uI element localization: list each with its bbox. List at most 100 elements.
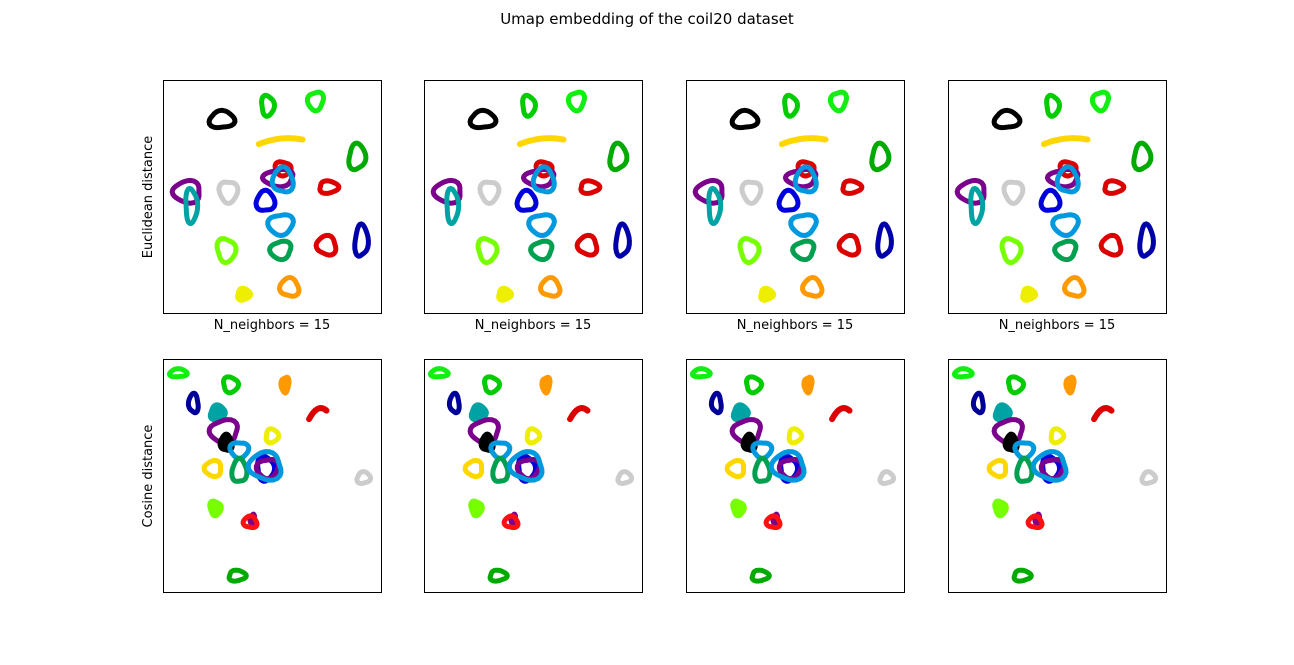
cluster-point-group — [1006, 374, 1027, 396]
x-axis-label: N_neighbors = 15 — [737, 318, 854, 333]
cluster-point-group — [1052, 238, 1079, 263]
cluster-point-group — [776, 187, 801, 213]
cluster-point-group — [992, 498, 1009, 519]
panel-grid: N_neighbors = 15 N_neighbors = 15 N_neighb… — [163, 80, 1167, 593]
cluster-point-group — [255, 135, 306, 148]
cluster-point-group — [514, 187, 539, 213]
cluster-point-group — [317, 178, 342, 196]
cluster-point-group — [951, 366, 975, 380]
cluster-point-group — [1062, 275, 1087, 299]
panel-r1-c1: N_neighbors = 15 — [163, 80, 382, 333]
cluster-point-group — [1048, 426, 1067, 446]
cluster-point-group — [221, 374, 242, 396]
cluster-point-group — [528, 238, 555, 263]
cluster-point-group — [206, 107, 238, 131]
cluster-point-group — [1063, 374, 1077, 396]
cluster-point-group — [235, 285, 254, 303]
cluster-point-group — [214, 236, 239, 266]
row-label-euclidean: Euclidean distance — [141, 136, 156, 259]
panel-r1-c3: N_neighbors = 15 — [686, 80, 905, 333]
cluster-point-group — [1139, 469, 1159, 486]
cluster-point-group — [840, 178, 865, 196]
cluster-point-group — [968, 185, 986, 226]
cluster-point-group — [800, 275, 825, 299]
cluster-point-group — [877, 469, 897, 486]
cluster-point-group — [482, 374, 503, 396]
cluster-point-group — [578, 178, 603, 196]
cluster-point-group — [263, 426, 282, 446]
cluster-point-group — [1025, 513, 1045, 531]
cluster-point-group — [488, 440, 513, 461]
cluster-point-group — [778, 135, 829, 148]
cluster-point-group — [427, 366, 451, 380]
cluster-point-group — [829, 405, 853, 423]
cluster-point-group — [782, 92, 800, 119]
figure-title: Umap embedding of the coil20 dataset — [500, 10, 794, 28]
cluster-point-group — [444, 185, 462, 226]
cluster-point-group — [1030, 449, 1069, 483]
cluster-point-group — [574, 232, 600, 258]
cluster-point-group — [354, 469, 374, 486]
cluster-point-group — [462, 457, 485, 480]
cluster-point-group — [475, 236, 500, 266]
cluster-point-group — [468, 498, 485, 519]
cluster-point-group — [1137, 221, 1156, 259]
panel-r1-c2: N_neighbors = 15 — [424, 80, 643, 333]
panel-r2-c3 — [686, 359, 905, 593]
cluster-point-group — [277, 275, 302, 299]
cluster-point-group — [1050, 212, 1081, 238]
cluster-point-group — [514, 457, 543, 482]
axes-frame — [686, 80, 905, 314]
cluster-point-group — [304, 89, 326, 114]
cluster-point-group — [737, 236, 762, 266]
cluster-point-group — [267, 238, 294, 263]
panel-r2-c2 — [424, 359, 643, 593]
cluster-point-group — [185, 390, 201, 416]
x-axis-label: N_neighbors = 15 — [999, 318, 1116, 333]
cluster-point-group — [526, 212, 557, 238]
cluster-point-group — [240, 513, 260, 531]
cluster-point-group — [986, 457, 1009, 480]
cluster-point-group — [739, 179, 764, 206]
x-axis-label: N_neighbors = 15 — [475, 318, 592, 333]
cluster-point-group — [752, 455, 773, 484]
cluster-point-group — [538, 275, 563, 299]
cluster-point-group — [1131, 140, 1154, 173]
cluster-point-group — [1011, 567, 1034, 584]
cluster-point-group — [615, 469, 635, 486]
cluster-point-group — [786, 426, 805, 446]
cluster-point-group — [313, 232, 339, 258]
cluster-point-group — [245, 449, 284, 483]
cluster-point-group — [496, 285, 515, 303]
cluster-point-group — [689, 366, 713, 380]
cluster-point-group — [729, 107, 761, 131]
cluster-point-group — [763, 513, 783, 531]
cluster-point-group — [166, 366, 190, 380]
panel-r2-c1 — [163, 359, 382, 593]
cluster-point-group — [259, 92, 277, 119]
cluster-point-group — [207, 498, 224, 519]
cluster-point-group — [265, 212, 296, 238]
axes-frame — [424, 80, 643, 314]
axes-frame — [163, 80, 382, 314]
cluster-point-group — [506, 449, 545, 483]
cluster-point-group — [1012, 440, 1037, 461]
axes-frame — [686, 359, 905, 593]
axes-frame — [424, 359, 643, 593]
cluster-point-group — [524, 426, 543, 446]
cluster-point-group — [446, 390, 462, 416]
cluster-point-group — [999, 236, 1024, 266]
cluster-point-group — [788, 212, 819, 238]
cluster-point-group — [226, 567, 249, 584]
cluster-point-group — [790, 238, 817, 263]
cluster-point-group — [1054, 164, 1081, 195]
cluster-point-group — [278, 374, 292, 396]
cluster-point-group — [565, 89, 587, 114]
cluster-point-group — [1040, 135, 1091, 148]
cluster-point-group — [827, 89, 849, 114]
cluster-point-group — [490, 455, 511, 484]
axes-frame — [948, 80, 1167, 314]
cluster-point-group — [613, 221, 632, 259]
cluster-point-group — [227, 440, 252, 461]
cluster-point-group — [776, 457, 805, 482]
